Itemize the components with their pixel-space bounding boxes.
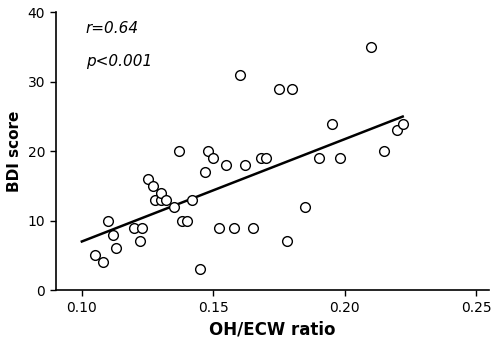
Point (283, 239, 291, 244)
Point (336, 156, 344, 161)
Point (130, 225, 138, 230)
Point (302, 204, 310, 209)
Point (110, 232, 118, 237)
Point (394, 128, 402, 133)
Point (256, 156, 264, 161)
Point (91, 253, 99, 258)
Point (183, 218, 191, 224)
Point (162, 197, 170, 203)
X-axis label: OH/ECW ratio: OH/ECW ratio (210, 320, 336, 338)
Point (149, 183, 157, 189)
Point (112, 246, 120, 251)
Point (367, 45, 375, 50)
Point (156, 197, 164, 203)
Point (328, 121, 336, 126)
Point (104, 218, 112, 224)
Point (170, 204, 178, 209)
Point (210, 156, 218, 161)
Point (99, 259, 107, 265)
Text: p<0.001: p<0.001 (86, 54, 152, 69)
Point (138, 225, 146, 230)
Point (236, 72, 244, 78)
Point (156, 190, 164, 196)
Point (249, 225, 257, 230)
Point (288, 86, 296, 91)
Point (230, 225, 238, 230)
Text: r=0.64: r=0.64 (86, 21, 139, 36)
Point (380, 148, 388, 154)
Point (262, 156, 270, 161)
Point (152, 197, 160, 203)
Point (204, 148, 212, 154)
Point (144, 176, 152, 182)
Point (241, 162, 249, 168)
Point (196, 266, 204, 272)
Point (398, 121, 406, 126)
Point (178, 218, 186, 224)
Point (222, 162, 230, 168)
Point (314, 156, 322, 161)
Point (214, 225, 222, 230)
Point (136, 239, 143, 244)
Y-axis label: BDI score: BDI score (7, 111, 22, 192)
Point (202, 169, 209, 175)
Point (188, 197, 196, 203)
Point (175, 148, 183, 154)
Point (275, 86, 283, 91)
